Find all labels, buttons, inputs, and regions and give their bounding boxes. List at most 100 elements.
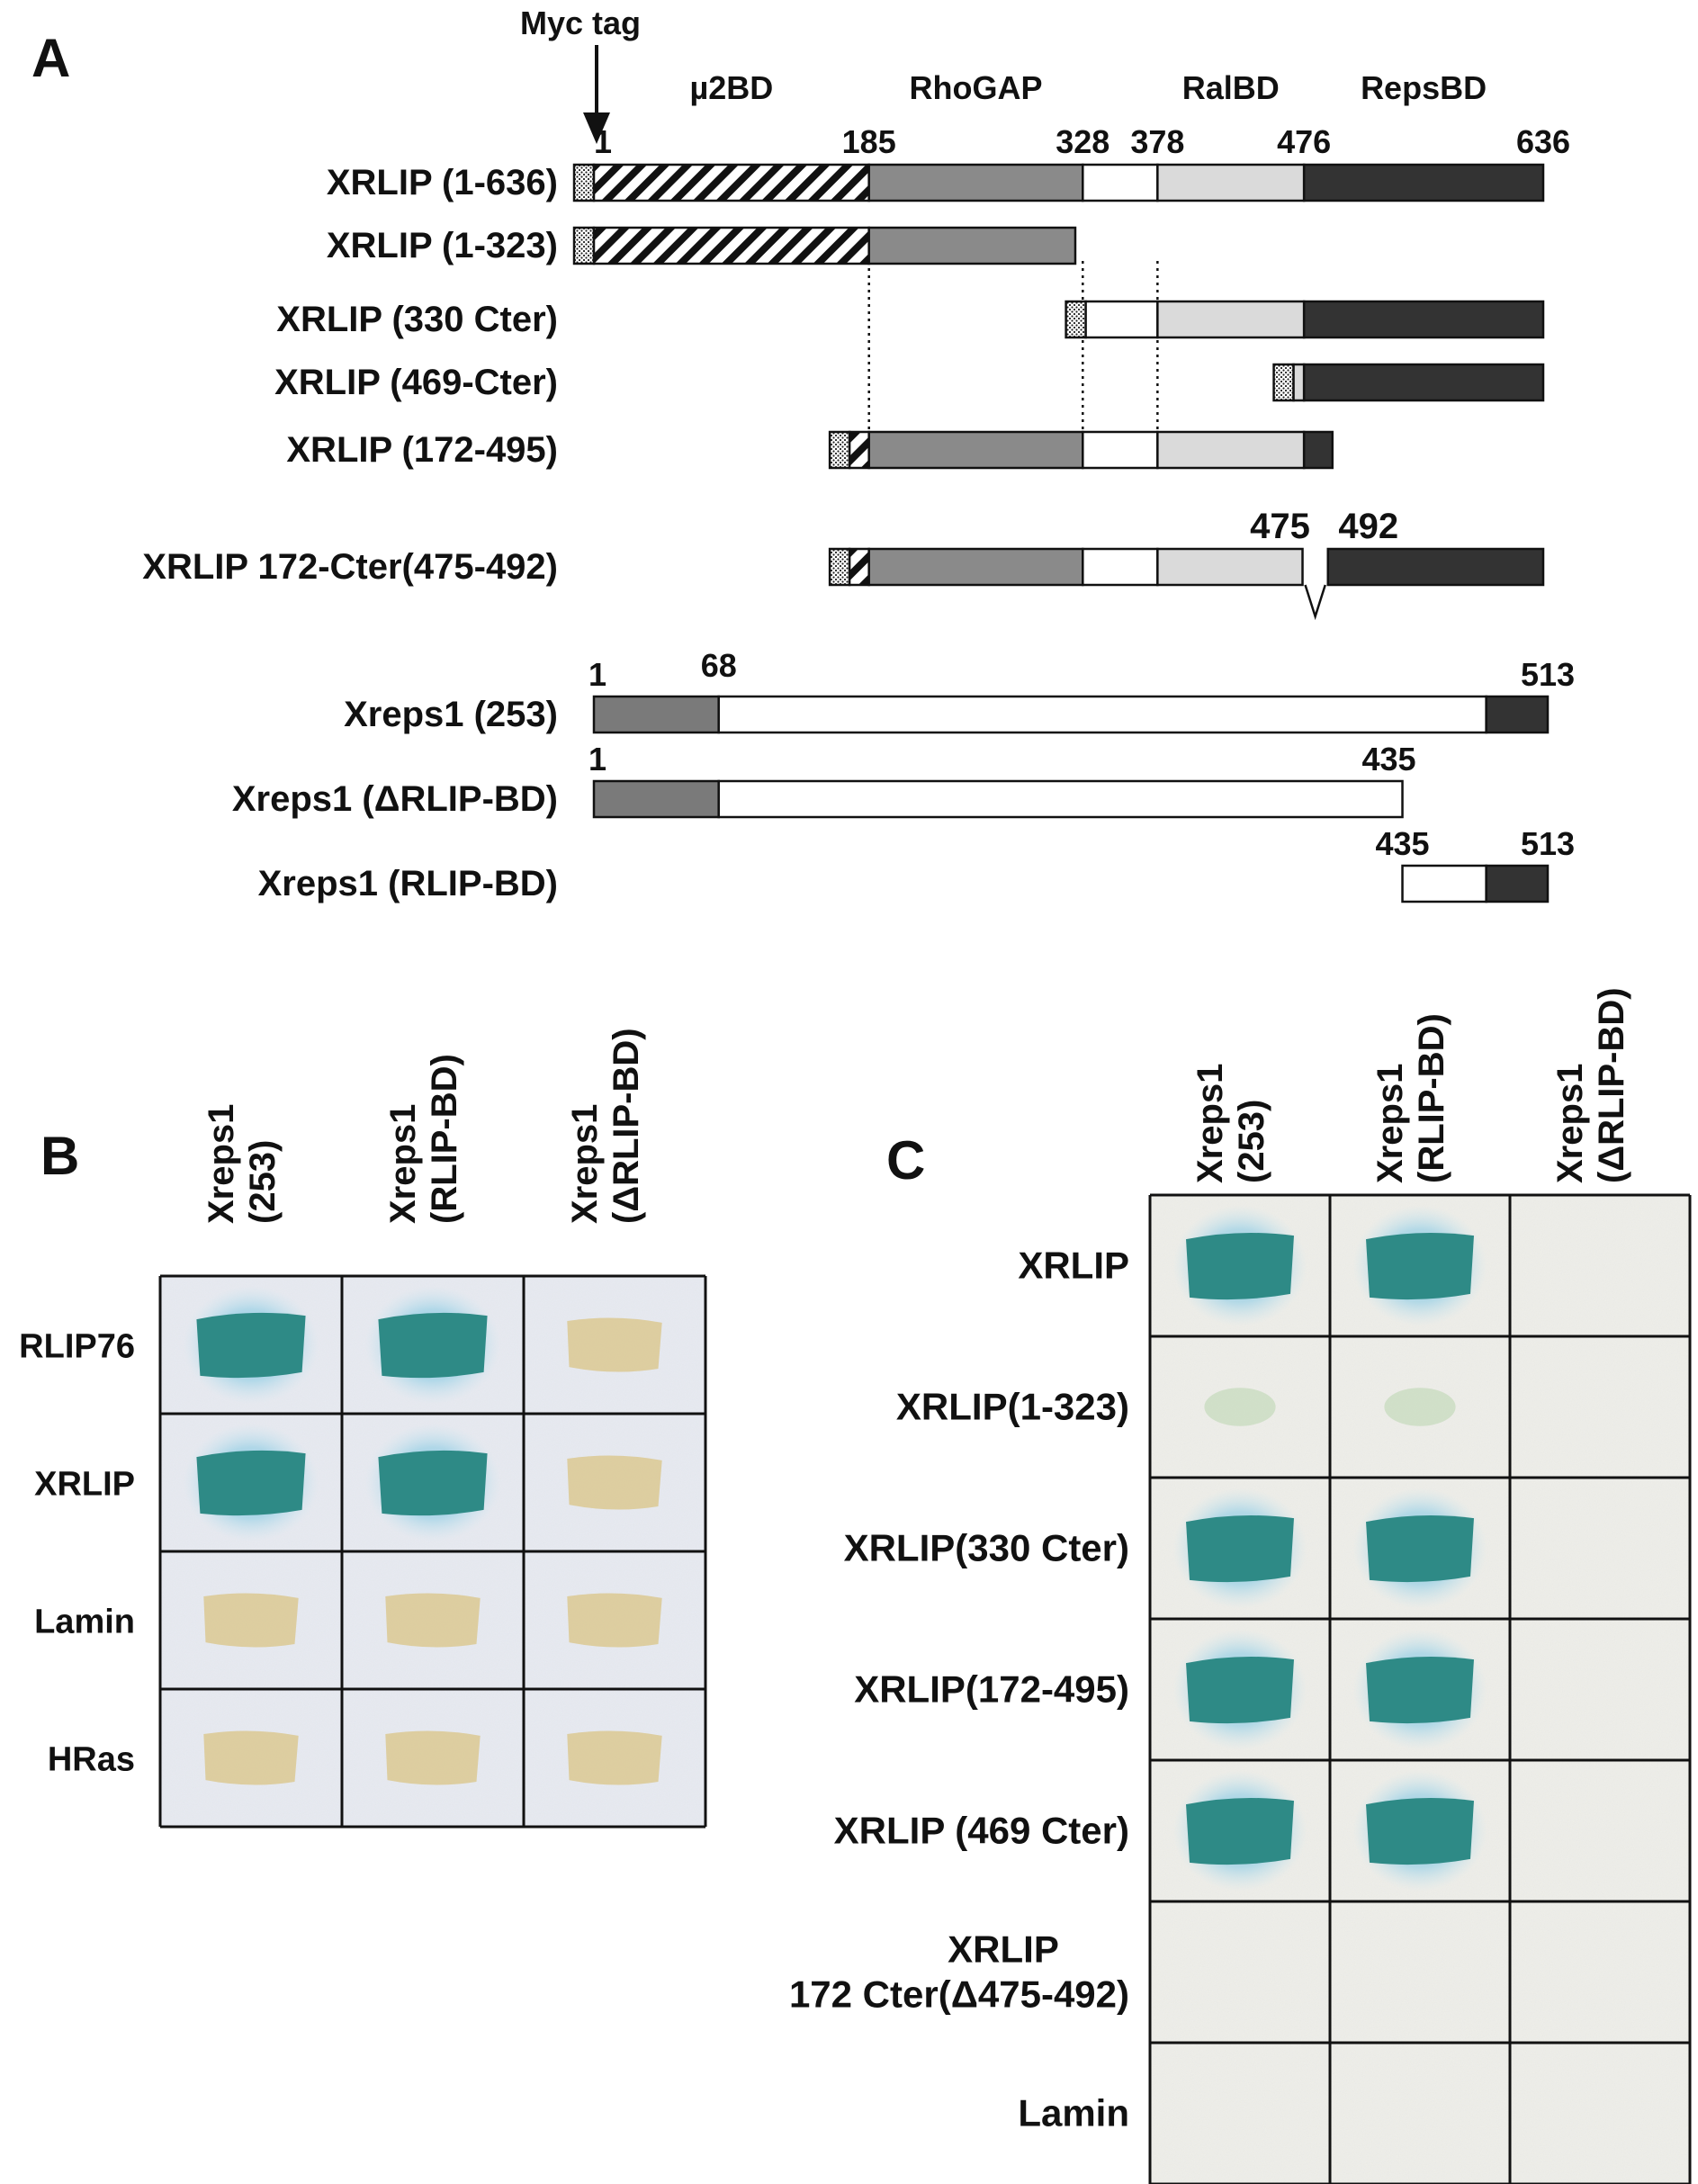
yellow-colony-spot <box>203 1593 299 1648</box>
construct-label: XRLIP 172-Cter(475-492) <box>142 547 558 587</box>
domain-labels: µ2BD RhoGAP RalBD RepsBD <box>689 69 1487 106</box>
column-header: Xreps1 <box>1550 1064 1590 1183</box>
myc-tag-box <box>572 226 596 265</box>
deletion-notch <box>1304 584 1326 621</box>
faint-colony-spot <box>1204 1388 1276 1426</box>
panel-c-grid: Xreps1 (253) Xreps1 (RLIP-BD) Xreps1 (ΔRLIP-B… <box>789 987 1692 2184</box>
blue-spot <box>1366 1232 1474 1300</box>
faint-spot <box>1204 1388 1276 1426</box>
xreps-mid-num: 68 <box>701 647 737 684</box>
blue-colony-spot <box>183 1424 319 1541</box>
grid-row: XRLIP (469 Cter) <box>834 1770 1487 1892</box>
panel-b: B Xreps1 (253) Xreps1 (RLIP-BD) Xreps1 (ΔRLIP… <box>19 1028 707 1829</box>
column-header: (253) <box>243 1140 283 1224</box>
domain-segment <box>848 547 870 587</box>
xreps-start-num: 1 <box>588 741 606 777</box>
blue-colony-spot <box>1172 1629 1307 1750</box>
domain-segment <box>1302 430 1334 470</box>
row-label: XRLIP(172-495) <box>854 1668 1129 1711</box>
grid-row: XRLIP <box>34 1424 662 1541</box>
column-header: Xreps1 <box>202 1104 241 1224</box>
domain-segment <box>1156 547 1304 587</box>
blue-spot <box>378 1450 488 1516</box>
row-label: XRLIP <box>34 1466 135 1504</box>
faint-colony-spot <box>1384 1388 1456 1426</box>
row-label: XRLIP(330 Cter) <box>844 1527 1129 1569</box>
yellow-colony-spot <box>385 1730 481 1785</box>
tick-label: 1 <box>594 123 612 160</box>
xreps-segment <box>717 779 1404 819</box>
domain-segment <box>867 163 1084 202</box>
panel-b-letter: B <box>40 1126 79 1186</box>
myc-tag-box <box>1065 300 1087 339</box>
panel-c: C Xreps1 (253) Xreps1 (RLIP-BD) Xreps1 (ΔRLIP… <box>789 987 1692 2184</box>
blue-spot <box>1186 1656 1294 1724</box>
tick-label: 636 <box>1516 123 1570 160</box>
domain-segment <box>1082 430 1159 470</box>
blue-colony-spot <box>1352 1629 1487 1750</box>
panel-b-grid: Xreps1 (253) Xreps1 (RLIP-BD) Xreps1 (ΔRLIP-B… <box>19 1028 707 1829</box>
domain-segment <box>592 226 870 265</box>
blue-colony-spot <box>1172 1487 1307 1609</box>
domain-label: RalBD <box>1182 69 1280 106</box>
xreps-segment <box>592 695 720 734</box>
yellow-colony-spot <box>567 1455 662 1510</box>
yellow-colony-spot <box>567 1730 662 1785</box>
blue-spot <box>1186 1232 1294 1300</box>
blue-spot <box>1186 1514 1294 1583</box>
domain-label: µ2BD <box>689 69 773 106</box>
blue-spot <box>1366 1797 1474 1865</box>
yellow-spot <box>385 1593 481 1648</box>
xreps-segment <box>592 779 720 819</box>
domain-segment <box>1156 430 1306 470</box>
blue-colony-spot <box>1352 1487 1487 1609</box>
blue-spot <box>196 1312 306 1379</box>
construct-label: XRLIP (469-Cter) <box>274 363 558 402</box>
column-header: (ΔRLIP-BD) <box>1592 987 1631 1183</box>
tick-label: 185 <box>842 123 896 160</box>
domain-segment <box>1302 363 1545 402</box>
yellow-colony-spot <box>385 1593 481 1648</box>
row-label: XRLIP <box>1018 1245 1129 1287</box>
grid-row: RLIP76 <box>19 1286 662 1404</box>
xreps-label: Xreps1 (RLIP-BD) <box>258 864 558 903</box>
row-label: XRLIP <box>948 1928 1059 1971</box>
faint-spot <box>1384 1388 1456 1426</box>
xreps-end-num: 435 <box>1361 741 1415 777</box>
xreps-row: Xreps1 (ΔRLIP-BD) 1 435 <box>232 741 1416 819</box>
column-header: Xreps1 <box>383 1104 423 1224</box>
yellow-colony-spot <box>567 1593 662 1648</box>
tick-label: 328 <box>1056 123 1110 160</box>
xreps-segment <box>1485 864 1550 903</box>
domain-segment <box>1156 300 1306 339</box>
yellow-spot <box>567 1593 662 1648</box>
xreps-label: Xreps1 (253) <box>344 695 558 734</box>
construct-label: XRLIP (330 Cter) <box>276 300 558 339</box>
blue-colony-spot <box>183 1286 319 1404</box>
yellow-spot <box>203 1593 299 1648</box>
column-header: (RLIP-BD) <box>1412 1013 1451 1183</box>
grid-row: XRLIP <box>1018 1205 1487 1326</box>
domain-label: RepsBD <box>1361 69 1487 106</box>
domain-segment <box>848 430 870 470</box>
domain-segment <box>1302 300 1545 339</box>
blue-colony-spot <box>1172 1205 1307 1326</box>
xreps-segment <box>1401 864 1487 903</box>
row-label: RLIP76 <box>19 1328 135 1366</box>
blue-spot <box>378 1312 488 1379</box>
column-header: (RLIP-BD) <box>425 1054 464 1224</box>
column-header: Xreps1 <box>1370 1064 1410 1183</box>
deletion-end-label: 492 <box>1338 507 1398 546</box>
xreps-label: Xreps1 (ΔRLIP-BD) <box>232 779 558 819</box>
yellow-spot <box>567 1317 662 1372</box>
construct-label: XRLIP (1-323) <box>327 226 558 265</box>
construct-row: XRLIP (1-323) <box>327 226 1077 265</box>
xreps-start-num: 435 <box>1375 825 1429 862</box>
domain-segment <box>1292 363 1306 402</box>
yellow-spot <box>385 1730 481 1785</box>
blue-colony-spot <box>1352 1770 1487 1892</box>
domain-segment <box>592 163 870 202</box>
domain-segment <box>1302 163 1545 202</box>
domain-label: RhoGAP <box>909 69 1042 106</box>
